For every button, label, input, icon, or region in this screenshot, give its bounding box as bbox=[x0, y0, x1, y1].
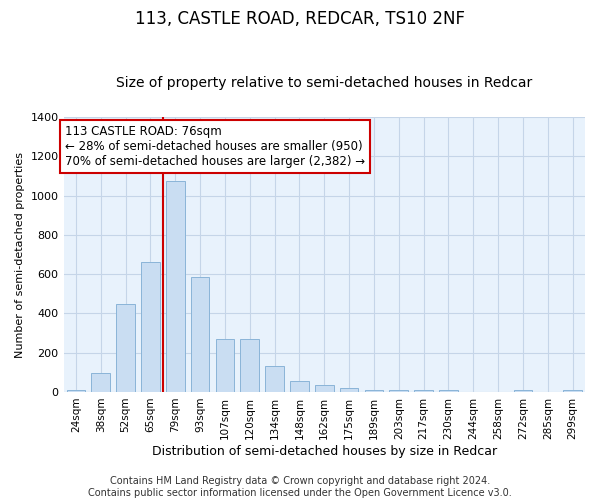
Text: 113, CASTLE ROAD, REDCAR, TS10 2NF: 113, CASTLE ROAD, REDCAR, TS10 2NF bbox=[135, 10, 465, 28]
Title: Size of property relative to semi-detached houses in Redcar: Size of property relative to semi-detach… bbox=[116, 76, 532, 90]
Bar bbox=[563, 390, 582, 392]
Bar bbox=[116, 304, 135, 392]
Bar bbox=[340, 388, 358, 392]
Bar bbox=[166, 181, 185, 392]
Bar bbox=[439, 390, 458, 392]
Text: 113 CASTLE ROAD: 76sqm
← 28% of semi-detached houses are smaller (950)
70% of se: 113 CASTLE ROAD: 76sqm ← 28% of semi-det… bbox=[65, 125, 365, 168]
Bar bbox=[241, 339, 259, 392]
Bar bbox=[365, 390, 383, 392]
Y-axis label: Number of semi-detached properties: Number of semi-detached properties bbox=[15, 152, 25, 358]
Bar bbox=[67, 390, 85, 392]
Bar bbox=[414, 390, 433, 392]
Bar bbox=[290, 381, 309, 392]
Text: Contains HM Land Registry data © Crown copyright and database right 2024.
Contai: Contains HM Land Registry data © Crown c… bbox=[88, 476, 512, 498]
Bar bbox=[514, 390, 532, 392]
X-axis label: Distribution of semi-detached houses by size in Redcar: Distribution of semi-detached houses by … bbox=[152, 444, 497, 458]
Bar bbox=[91, 374, 110, 392]
Bar bbox=[389, 390, 408, 392]
Bar bbox=[265, 366, 284, 392]
Bar bbox=[215, 339, 234, 392]
Bar bbox=[315, 385, 334, 392]
Bar bbox=[191, 277, 209, 392]
Bar bbox=[141, 262, 160, 392]
